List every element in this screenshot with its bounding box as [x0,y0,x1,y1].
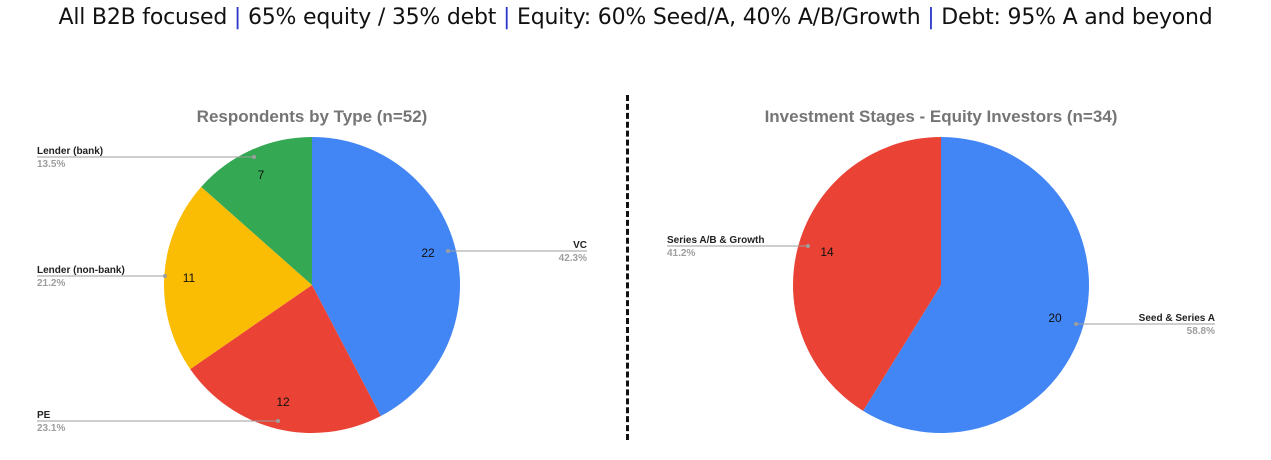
slice-percent-label: 21.2% [37,278,65,289]
headline-b2b: All B2B focused [58,5,228,30]
slice-name-label: Series A/B & Growth [667,235,764,246]
slice-percent-label: 13.5% [37,159,65,170]
pie-labels: Seed & Series A 58.8% 20 Series A/B & Growt… [667,235,1215,337]
headline-equity-debt: 65% equity / 35% debt [247,5,497,30]
headline-separator: | [503,5,511,30]
chart-title: Respondents by Type (n=52) [197,107,428,126]
slice-value-label: 12 [276,395,290,409]
slice-percent-label: 58.8% [1187,326,1215,337]
slice-value-label: 22 [421,246,435,260]
headline-separator: | [233,5,242,30]
pie-slice-lender-bank [201,137,312,285]
pie-slices [164,136,461,434]
slice-value-label: 7 [258,168,265,182]
slice-label-seed-series-a: Seed & Series A 58.8% 20 [1048,311,1215,337]
headline-summary: All B2B focused | 65% equity / 35% debt … [0,5,1271,30]
slice-name-label: VC [573,240,587,251]
pie-slice-lender-non-bank [164,186,312,370]
pie-slice-series-a-b-growth [793,137,941,411]
slice-label-lender-bank: Lender (bank) 13.5% 7 [37,146,265,182]
slice-name-label: Lender (bank) [37,146,103,157]
leader-dot [163,274,167,278]
pie-slice-seed-series-a [863,137,1090,433]
headline-separator: | [927,5,935,30]
respondents-by-type-chart: Respondents by Type (n=52) VC 42.3% 22 PE 23… [37,107,587,434]
leader-dot [1074,322,1078,326]
dashed-divider [626,95,629,440]
pie-slices [793,137,1090,433]
slice-name-label: Seed & Series A [1139,313,1215,324]
leader-dot [276,419,280,423]
slice-percent-label: 23.1% [37,423,65,434]
slice-percent-label: 41.2% [667,248,695,259]
chart-title: Investment Stages - Equity Investors (n=… [765,107,1118,126]
slice-percent-label: 42.3% [559,253,587,264]
leader-dot [252,155,256,159]
slice-value-label: 14 [820,245,834,259]
slice-value-label: 20 [1048,311,1062,325]
pie-slice-pe [190,285,381,434]
leader-dot [806,244,810,248]
leader-dot [446,249,450,253]
headline-debt-stages: Debt: 95% A and beyond [941,5,1213,30]
pie-labels: VC 42.3% 22 PE 23.1% 12 Lender (non-bank) 21.2%… [37,146,587,434]
slice-label-pe: PE 23.1% 12 [37,395,290,434]
slice-label-vc: VC 42.3% 22 [421,240,587,264]
headline-equity-stages: Equity: 60% Seed/A, 40% A/B/Growth [517,5,921,30]
slice-value-label: 11 [183,271,196,285]
slice-name-label: Lender (non-bank) [37,265,125,276]
slice-label-lender-non-bank: Lender (non-bank) 21.2% 11 [37,265,196,289]
slice-label-series-a-b-growth: Series A/B & Growth 41.2% 14 [667,235,834,259]
slice-name-label: PE [37,410,51,421]
pie-slice-vc [312,136,461,417]
